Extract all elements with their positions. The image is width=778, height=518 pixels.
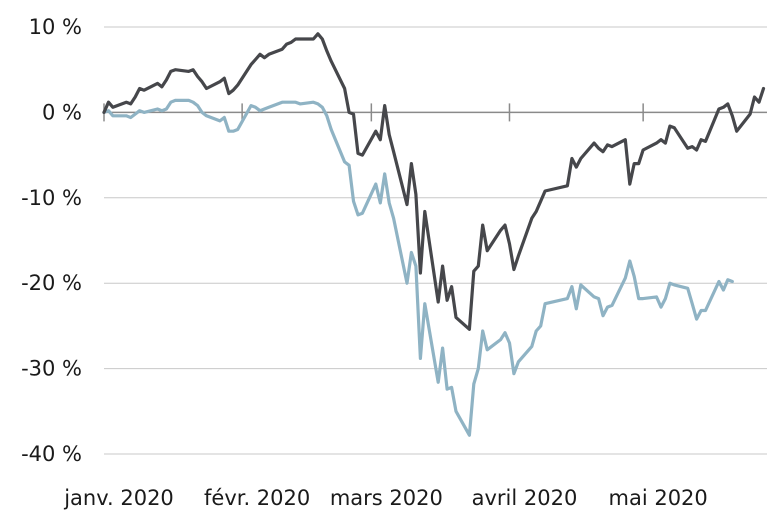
series-line-0 bbox=[102, 32, 766, 331]
gridlines bbox=[104, 26, 767, 455]
y-tick-label: -40 % bbox=[21, 442, 82, 466]
x-tick-label: mars 2020 bbox=[330, 486, 443, 510]
y-tick-label: -10 % bbox=[21, 186, 82, 210]
x-tick-label: mai 2020 bbox=[609, 486, 708, 510]
x-axis: janv. 2020 févr. 2020 mars 2020 avril 2020 m… bbox=[63, 103, 767, 510]
series-line-1 bbox=[102, 98, 734, 437]
y-axis-tick-labels: 10 % 0 % -10 % -20 % -30 % -40 % bbox=[21, 15, 82, 466]
x-tick-label: avril 2020 bbox=[472, 486, 578, 510]
x-tick-label: févr. 2020 bbox=[204, 486, 310, 510]
y-tick-label: 0 % bbox=[42, 100, 82, 124]
x-tick-label: janv. 2020 bbox=[63, 486, 174, 510]
y-tick-label: -30 % bbox=[21, 357, 82, 381]
series-lines bbox=[102, 32, 766, 437]
y-tick-label: -20 % bbox=[21, 271, 82, 295]
y-tick-label: 10 % bbox=[29, 15, 82, 39]
